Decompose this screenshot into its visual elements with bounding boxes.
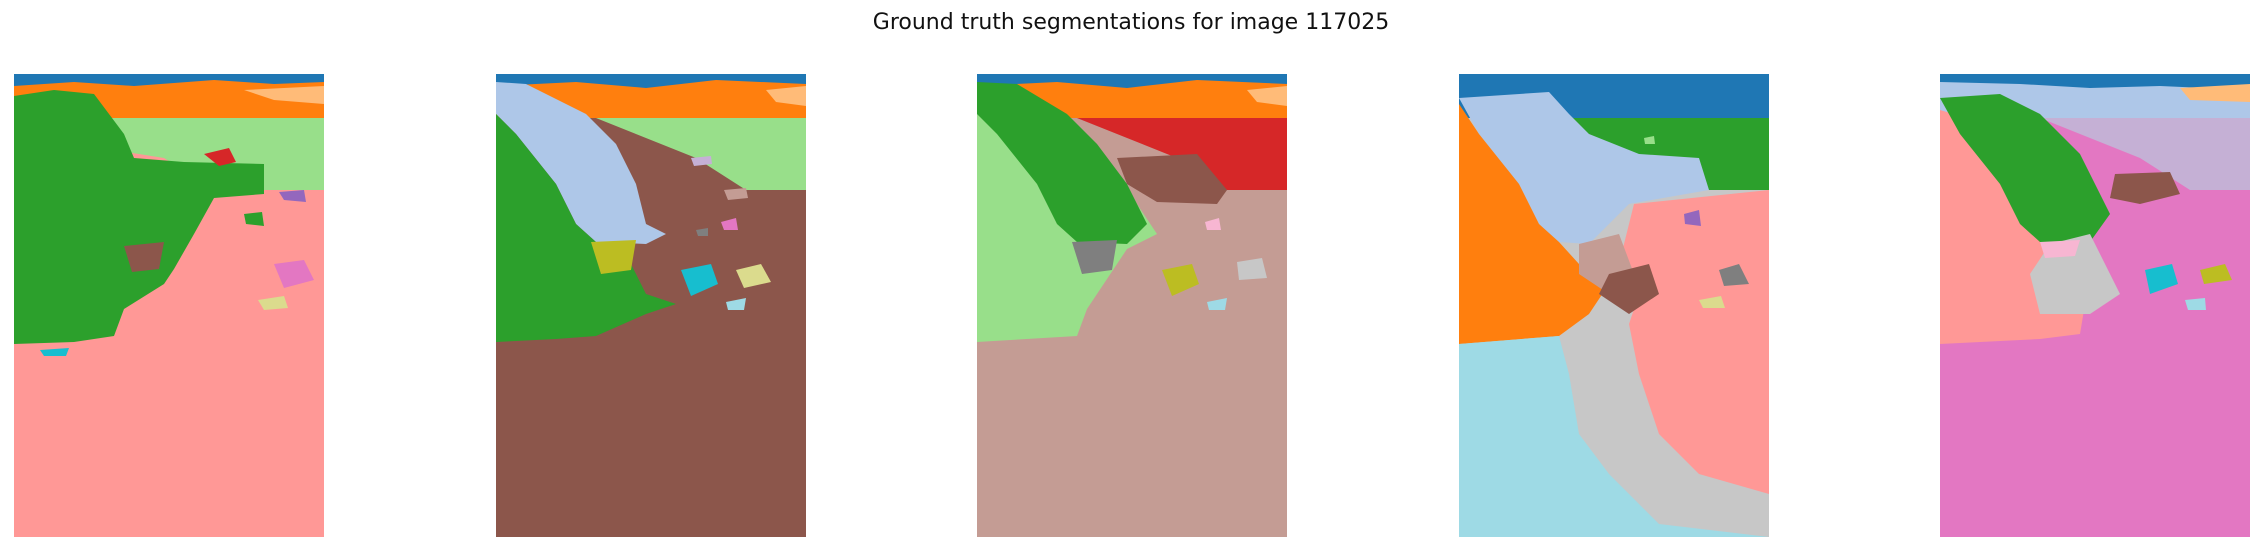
tree-region (14, 90, 264, 344)
tree-patch-small (244, 212, 264, 226)
segmentation-map-3 (977, 74, 1287, 537)
figure-title: Ground truth segmentations for image 117… (872, 10, 1390, 35)
rosy-patch (724, 188, 748, 200)
khaki-patch (736, 264, 771, 288)
mountain-slope-region (496, 82, 666, 244)
light-cyan-patch (2185, 298, 2206, 310)
brown-region (1117, 154, 1227, 204)
hills-region (596, 118, 806, 190)
olive-patch (591, 240, 636, 274)
light-pink-patch (2040, 240, 2080, 258)
segmentation-map-1 (14, 74, 324, 537)
pink-region (1619, 190, 1769, 494)
brown-patch (2110, 172, 2180, 204)
segmentation-panel-3 (977, 74, 1287, 537)
cyan-patch (40, 348, 69, 356)
distant-ridge-region (2180, 84, 2250, 102)
cyan-patch (681, 264, 718, 296)
olive-patch (2200, 264, 2232, 284)
lavender-patch (691, 156, 712, 166)
brown-patch (124, 242, 164, 272)
segmentation-panel-5 (1940, 74, 2250, 537)
tree-region (1559, 118, 1769, 190)
lavender-region (2040, 118, 2250, 190)
light-cyan-patch (726, 298, 746, 310)
light-green-patch (1644, 136, 1655, 144)
light-cyan-region (1459, 336, 1769, 537)
cyan-patch (2145, 264, 2178, 294)
khaki-patch (1699, 296, 1725, 308)
distant-ridge-region (1247, 86, 1287, 106)
olive-patch (1162, 264, 1199, 296)
segmentation-map-4 (1459, 74, 1769, 537)
distant-ridge-region (766, 86, 806, 106)
tree-region (977, 82, 1147, 244)
orange-region (1459, 104, 1609, 344)
segmentation-map-2 (496, 74, 806, 537)
red-region (1077, 118, 1287, 190)
segmentation-panel-2 (496, 74, 806, 537)
segmentation-map-5 (1940, 74, 2250, 537)
gray-patch (1719, 264, 1749, 286)
light-cyan-patch (1207, 298, 1227, 310)
red-patch (204, 148, 236, 166)
magenta-patch (721, 218, 738, 230)
segmentation-panel-1 (14, 74, 324, 537)
segmentation-panel-4 (1459, 74, 1769, 537)
magenta-patch (274, 260, 314, 288)
khaki-patch (258, 296, 288, 310)
brown-patch (1599, 264, 1659, 314)
tree-region (1940, 94, 2110, 242)
purple-patch (279, 190, 306, 202)
tree-region (496, 114, 676, 342)
gray-patch (696, 228, 708, 236)
mountain-slope-region (1459, 92, 1709, 244)
gray-patch (1072, 240, 1117, 274)
light-gray-patch (1237, 258, 1267, 280)
light-pink-patch (1205, 218, 1221, 230)
distant-ridge-region (244, 86, 324, 104)
purple-patch (1684, 210, 1701, 226)
